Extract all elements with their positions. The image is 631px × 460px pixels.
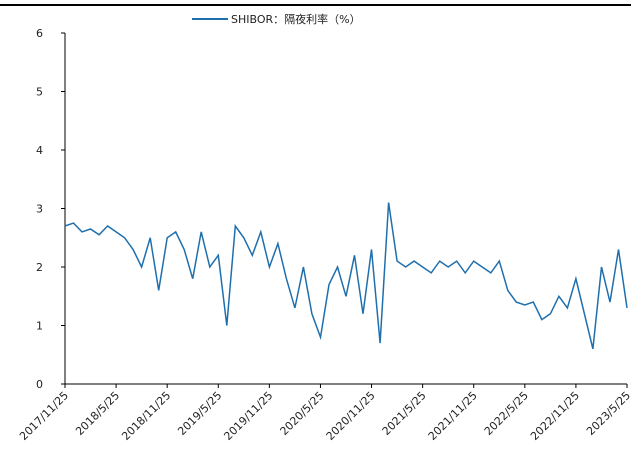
x-tick-label: 2017/11/25 bbox=[17, 389, 71, 443]
x-tick-label: 2019/11/25 bbox=[221, 389, 275, 443]
y-tick-label: 0 bbox=[36, 378, 43, 391]
y-tick-label: 5 bbox=[36, 86, 43, 99]
x-tick-label: 2022/11/25 bbox=[528, 389, 582, 443]
x-tick-label: 2022/5/25 bbox=[482, 389, 531, 438]
y-tick-label: 4 bbox=[36, 144, 43, 157]
x-tick-label: 2020/5/25 bbox=[277, 389, 326, 438]
x-tick-label: 2018/11/25 bbox=[119, 389, 173, 443]
x-tick-label: 2019/5/25 bbox=[175, 389, 224, 438]
x-tick-label: 2021/5/25 bbox=[380, 389, 429, 438]
legend-label: SHIBOR：隔夜利率（%） bbox=[231, 12, 361, 26]
x-tick-label: 2021/11/25 bbox=[426, 389, 480, 443]
x-tick-label: 2023/5/25 bbox=[584, 389, 631, 438]
y-tick-label: 2 bbox=[36, 261, 43, 274]
y-tick-label: 3 bbox=[36, 203, 43, 216]
y-tick-label: 1 bbox=[36, 320, 43, 333]
x-tick-label: 2020/11/25 bbox=[324, 389, 378, 443]
y-tick-label: 6 bbox=[36, 27, 43, 40]
series-line bbox=[64, 202, 628, 350]
x-tick-label: 2018/5/25 bbox=[73, 389, 122, 438]
